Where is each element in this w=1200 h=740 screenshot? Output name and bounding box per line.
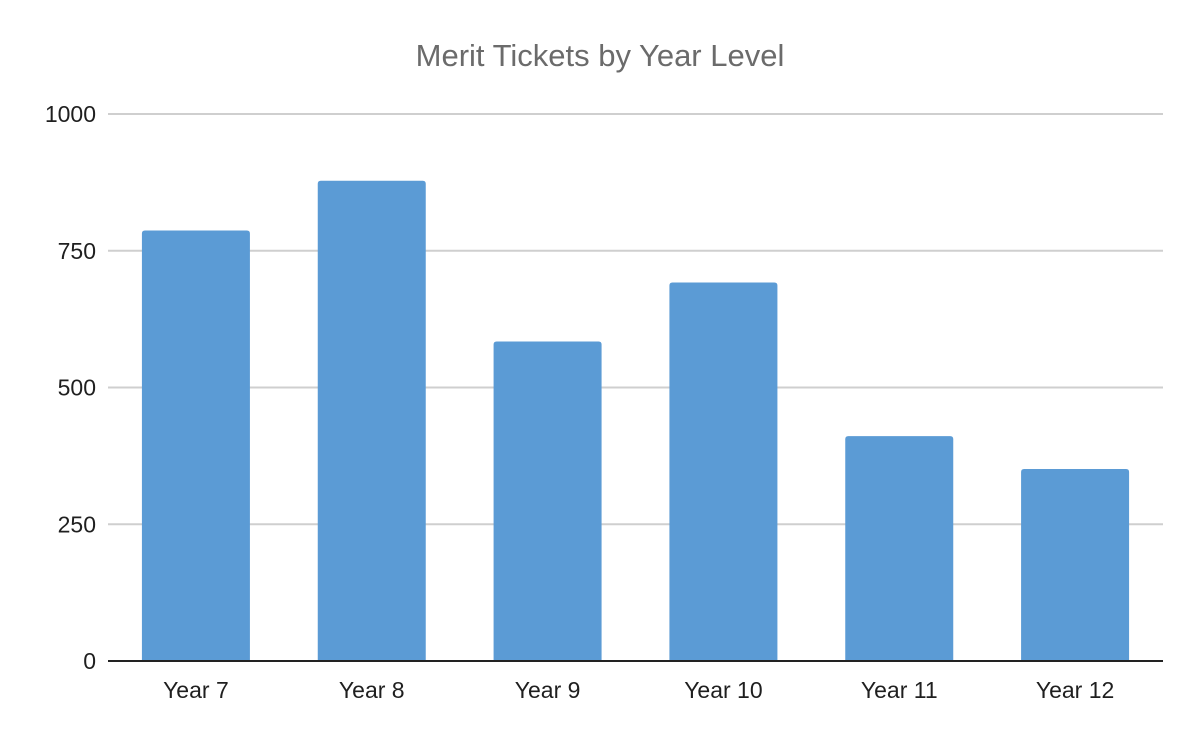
x-tick-label: Year 9 [515,677,581,703]
bar-year-8 [317,180,426,661]
y-axis-tick-labels: 0 250 500 750 1000 [45,101,96,674]
bar-year-12 [1021,469,1130,661]
x-tick-label: Year 8 [339,677,405,703]
bar-year-7 [141,230,250,662]
x-tick-label: Year 7 [163,677,229,703]
y-tick-label: 500 [58,375,96,401]
gridlines [108,113,1163,526]
x-tick-label: Year 10 [684,677,762,703]
x-tick-label: Year 11 [861,677,938,703]
y-tick-label: 750 [58,238,96,264]
y-tick-label: 0 [83,648,96,674]
y-tick-label: 1000 [45,101,96,127]
bar-year-11 [845,436,954,661]
x-axis-tick-labels: Year 7 Year 8 Year 9 Year 10 Year 11 Year 12 [163,677,1114,703]
y-tick-label: 250 [58,511,96,537]
x-tick-label: Year 12 [1036,677,1114,703]
bar-year-10 [669,282,778,661]
bars [141,180,1130,662]
bar-year-9 [493,341,602,661]
chart-title: Merit Tickets by Year Level [416,38,785,73]
